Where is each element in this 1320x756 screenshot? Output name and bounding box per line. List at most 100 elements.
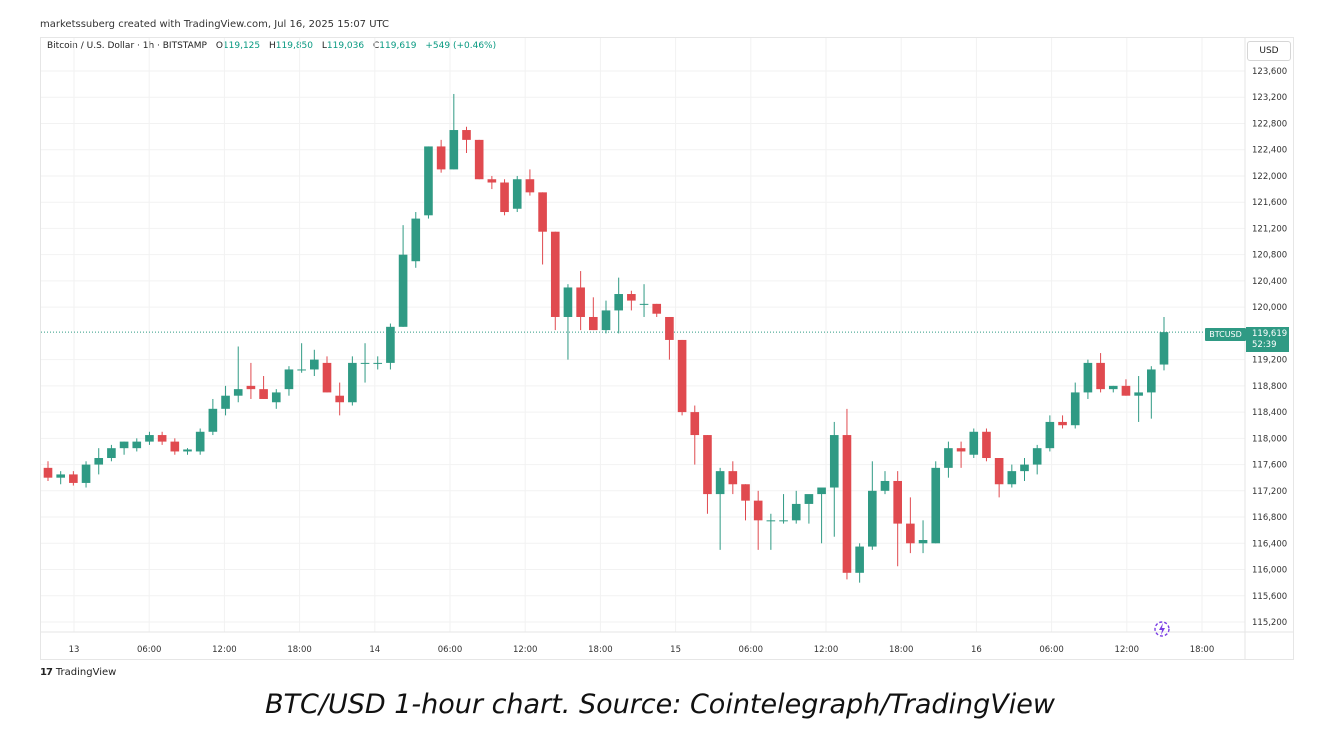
candle-body — [1083, 362, 1093, 393]
candle-body — [868, 490, 877, 547]
candle-body — [208, 408, 218, 432]
tradingview-logo-icon: 17 — [40, 667, 53, 678]
last-price-box: 119,619 52:39 — [1246, 327, 1289, 352]
candle-body — [398, 254, 408, 327]
y-tick-label: 118,800 — [1252, 382, 1287, 392]
candle-body — [766, 520, 776, 522]
x-tick-label: 06:00 — [1039, 645, 1064, 655]
x-tick-label: 14 — [369, 645, 380, 655]
brand: 17 TradingView — [40, 667, 116, 678]
candle-body — [170, 441, 180, 452]
y-tick-label: 123,200 — [1252, 93, 1287, 103]
candle-body — [449, 130, 459, 170]
candle-body — [601, 310, 611, 331]
candle-body — [627, 294, 636, 301]
y-tick-label: 122,400 — [1252, 146, 1287, 156]
candle-body — [690, 412, 700, 436]
candle-body — [1032, 448, 1042, 465]
candle-body — [931, 467, 941, 544]
candle-body — [741, 484, 750, 501]
candle-body — [145, 435, 154, 442]
candle-body — [614, 294, 623, 311]
candle-body — [589, 316, 598, 331]
candle-body — [386, 326, 395, 363]
x-tick-label: 13 — [69, 645, 80, 655]
candle-body — [525, 179, 535, 193]
y-tick-label: 117,600 — [1252, 461, 1287, 471]
x-tick-label: 12:00 — [1115, 645, 1140, 655]
x-tick-label: 18:00 — [1190, 645, 1215, 655]
y-tick-label: 121,200 — [1252, 224, 1287, 234]
change-value: +549 (+0.46%) — [425, 41, 497, 51]
candle-body — [791, 503, 801, 521]
candle-body — [56, 474, 65, 478]
candle-body — [576, 287, 585, 317]
candle-body — [728, 471, 738, 485]
bar-countdown: 52:39 — [1252, 340, 1277, 350]
candle-body — [956, 448, 966, 452]
candle-body — [271, 392, 281, 403]
candle-body — [550, 231, 560, 317]
candle-body — [69, 474, 78, 483]
candle-body — [677, 339, 687, 413]
ticker-tag: BTCUSD — [1205, 328, 1246, 341]
candle-body — [411, 218, 421, 262]
open-value: 119,125 — [222, 41, 261, 51]
candle-body — [335, 395, 344, 403]
candle-body — [348, 362, 357, 403]
chart-credit: marketssuberg created with TradingView.c… — [40, 19, 390, 30]
candle-body — [1159, 332, 1169, 365]
candle-body — [1007, 471, 1017, 485]
candle-body — [918, 540, 928, 544]
candle-body — [81, 464, 91, 483]
candle-body — [424, 146, 433, 216]
candle-body — [1108, 385, 1118, 390]
candle-body — [1020, 464, 1029, 472]
x-tick-label: 12:00 — [212, 645, 237, 655]
y-tick-label: 121,600 — [1252, 198, 1287, 208]
candle-body — [436, 146, 446, 170]
y-tick-label: 123,600 — [1252, 67, 1287, 77]
candle-body — [462, 130, 471, 140]
candle-body — [855, 546, 864, 573]
candle-body — [829, 435, 839, 488]
candle-body — [195, 431, 205, 452]
candle-body — [43, 467, 53, 478]
candle-body — [1096, 362, 1105, 390]
candle-body — [982, 431, 991, 459]
low-label: L — [321, 41, 327, 51]
candle-body — [284, 369, 294, 390]
y-tick-label: 117,200 — [1252, 487, 1287, 497]
x-tick-label: 06:00 — [137, 645, 162, 655]
candle-body — [652, 303, 662, 314]
candle-body — [1070, 392, 1080, 426]
brand-name: TradingView — [55, 667, 117, 678]
x-tick-label: 18:00 — [889, 645, 914, 655]
x-tick-label: 12:00 — [513, 645, 538, 655]
x-tick-label: 06:00 — [438, 645, 463, 655]
candle-body — [639, 303, 649, 305]
x-tick-label: 18:00 — [588, 645, 613, 655]
last-price-value: 119,619 — [1252, 329, 1288, 339]
lightning-bolt-icon[interactable] — [1153, 620, 1171, 638]
y-tick-label: 118,000 — [1252, 434, 1287, 444]
candle-body — [183, 449, 192, 452]
y-tick-label: 116,400 — [1252, 539, 1287, 549]
figure-caption: BTC/USD 1-hour chart. Source: Cointelegr… — [265, 689, 1055, 720]
y-tick-label: 116,800 — [1252, 513, 1287, 523]
candle-body — [310, 359, 319, 370]
high-label: H — [269, 41, 276, 51]
candle-body — [563, 287, 573, 317]
y-tick-label: 122,800 — [1252, 119, 1287, 129]
chart-frame — [40, 37, 1294, 660]
candle-body — [259, 389, 268, 399]
x-tick-label: 15 — [670, 645, 681, 655]
x-tick-label: 18:00 — [287, 645, 312, 655]
candle-body — [233, 389, 243, 396]
candle-body — [842, 435, 852, 573]
currency-button[interactable]: USD — [1247, 41, 1291, 61]
candle-body — [715, 471, 725, 495]
candle-body — [804, 494, 814, 504]
candle-body — [893, 480, 902, 524]
